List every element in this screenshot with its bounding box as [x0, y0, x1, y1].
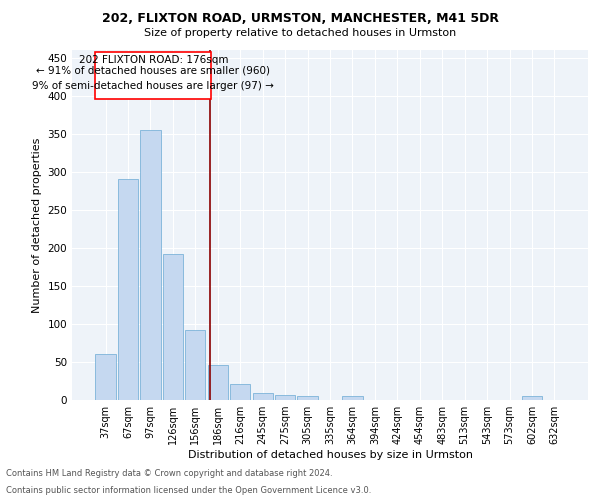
- Bar: [185, 330, 205, 400]
- FancyBboxPatch shape: [95, 52, 211, 98]
- Bar: [118, 180, 138, 400]
- Bar: [343, 396, 362, 400]
- Text: Contains HM Land Registry data © Crown copyright and database right 2024.: Contains HM Land Registry data © Crown c…: [6, 468, 332, 477]
- Bar: [275, 396, 295, 400]
- Bar: [298, 396, 317, 400]
- Bar: [140, 130, 161, 400]
- Y-axis label: Number of detached properties: Number of detached properties: [32, 138, 42, 312]
- Bar: [95, 354, 116, 400]
- Text: Size of property relative to detached houses in Urmston: Size of property relative to detached ho…: [144, 28, 456, 38]
- Bar: [253, 393, 273, 400]
- Text: ← 91% of detached houses are smaller (960): ← 91% of detached houses are smaller (96…: [37, 66, 271, 76]
- Bar: [522, 396, 542, 400]
- Bar: [230, 384, 250, 400]
- X-axis label: Distribution of detached houses by size in Urmston: Distribution of detached houses by size …: [187, 450, 473, 460]
- Bar: [163, 254, 183, 400]
- Text: 9% of semi-detached houses are larger (97) →: 9% of semi-detached houses are larger (9…: [32, 81, 274, 91]
- Text: Contains public sector information licensed under the Open Government Licence v3: Contains public sector information licen…: [6, 486, 371, 495]
- Text: 202, FLIXTON ROAD, URMSTON, MANCHESTER, M41 5DR: 202, FLIXTON ROAD, URMSTON, MANCHESTER, …: [101, 12, 499, 26]
- Bar: [208, 365, 228, 400]
- Text: 202 FLIXTON ROAD: 176sqm: 202 FLIXTON ROAD: 176sqm: [79, 55, 228, 65]
